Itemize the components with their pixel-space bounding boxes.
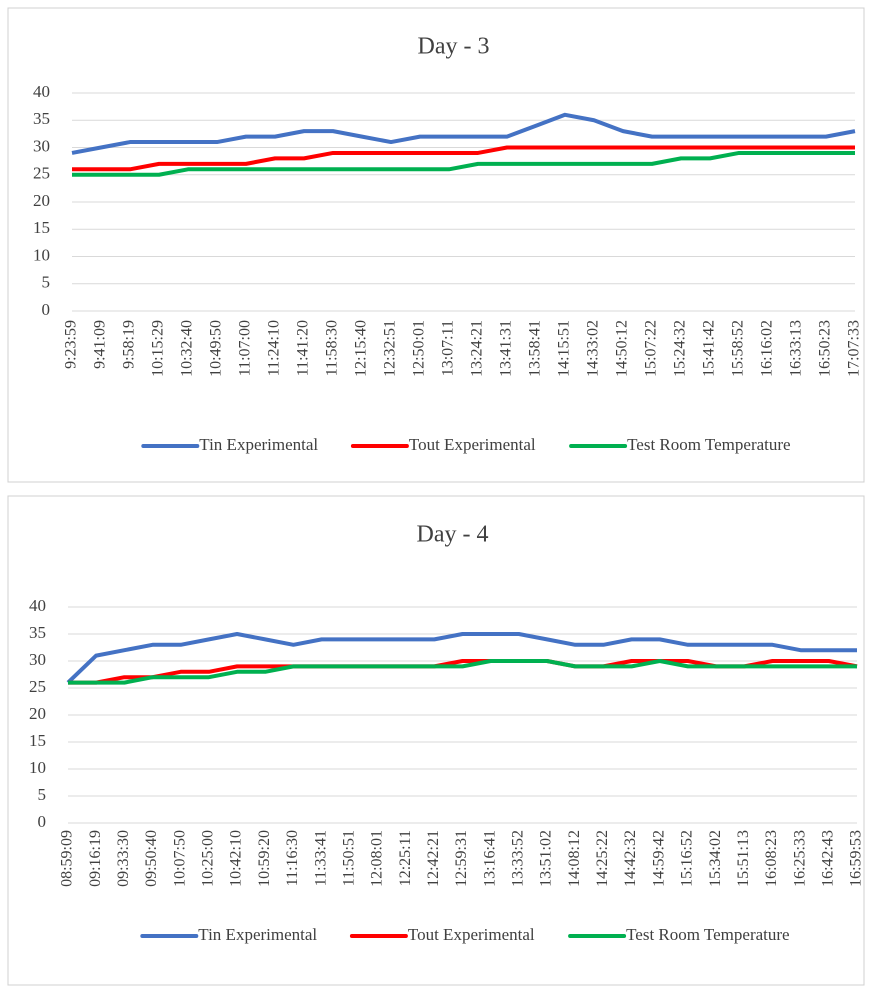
x-tick-label: 13:51:02	[538, 830, 555, 887]
x-tick-label: 11:50:51	[340, 830, 357, 886]
x-tick-label: 10:42:10	[228, 830, 245, 887]
x-tick-label: 14:15:51	[556, 320, 573, 377]
x-tick-label: 12:25:11	[397, 830, 414, 886]
series-line	[72, 150, 855, 177]
x-tick-label: 15:16:52	[679, 830, 696, 887]
x-tick-label: 12:42:21	[425, 830, 442, 887]
x-tick-label: 10:59:20	[256, 830, 273, 887]
x-tick-label: 10:32:40	[179, 320, 196, 377]
x-tick-label: 9:41:09	[92, 320, 109, 369]
chart: Day - 3 0 5 10 15 20 25 30 35 40 9:23:59 9:41:09 9:5…	[33, 34, 863, 454]
legend-label: Tout Experimental	[409, 435, 536, 454]
chart-title: Day - 3	[418, 34, 490, 60]
legend-label: Tin Experimental	[198, 925, 317, 944]
x-tick-label: 11:41:20	[295, 320, 312, 376]
x-tick-label: 15:41:42	[701, 320, 718, 377]
x-tick-label: 14:25:22	[594, 830, 611, 887]
x-tick-label: 12:15:40	[353, 320, 370, 377]
y-tick-label: 20	[29, 704, 46, 723]
legend-label: Test Room Temperature	[626, 925, 789, 944]
x-tick-label: 16:25:33	[791, 830, 808, 887]
series-line	[71, 112, 856, 155]
x-tick-label: 16:59:53	[848, 830, 865, 887]
y-tick-label: 35	[33, 109, 50, 128]
x-tick-label: 15:51:13	[735, 830, 752, 887]
x-tick-label: 14:59:42	[650, 830, 667, 887]
legend-label: Test Room Temperature	[627, 435, 790, 454]
x-tick-label: 13:33:52	[510, 830, 527, 887]
y-tick-label: 5	[42, 273, 51, 292]
x-tick-label: 11:33:41	[312, 830, 329, 886]
x-tick-label: 14:42:32	[622, 830, 639, 887]
x-tick-label: 13:16:41	[481, 830, 498, 887]
x-tick-label: 15:07:22	[643, 320, 660, 377]
x-tick-label: 11:58:30	[324, 320, 341, 376]
y-tick-label: 15	[29, 731, 46, 750]
x-tick-label: 12:50:01	[411, 320, 428, 377]
y-tick-label: 10	[29, 758, 46, 777]
series-line	[68, 659, 857, 685]
x-tick-label: 12:08:01	[369, 830, 386, 887]
x-tick-label: 14:50:12	[614, 320, 631, 377]
chart: Day - 4 0 5 10 15 20 25 30 35 40 08:59:09 09:16:19 0…	[29, 522, 865, 944]
y-tick-label: 35	[29, 623, 46, 642]
x-tick-label: 10:07:50	[171, 830, 188, 887]
x-tick-label: 09:33:30	[115, 830, 132, 887]
x-tick-label: 13:58:41	[527, 320, 544, 377]
y-tick-label: 10	[33, 245, 50, 264]
x-tick-label: 08:59:09	[59, 830, 76, 887]
y-tick-label: 5	[38, 785, 47, 804]
x-tick-label: 15:24:32	[672, 320, 689, 377]
x-tick-label: 16:42:43	[819, 830, 836, 887]
x-tick-label: 16:50:23	[817, 320, 834, 377]
chart-frame	[7, 7, 865, 483]
chart-title: Day - 4	[417, 522, 489, 548]
y-tick-label: 25	[33, 164, 50, 183]
x-tick-label: 12:32:51	[382, 320, 399, 377]
x-tick-label: 17:07:33	[846, 320, 863, 377]
y-tick-label: 0	[42, 300, 51, 319]
x-tick-label: 16:33:13	[788, 320, 805, 377]
x-tick-label: 15:34:02	[707, 830, 724, 887]
series-line	[66, 632, 857, 685]
x-tick-label: 13:07:11	[440, 320, 457, 376]
y-tick-label: 20	[33, 191, 50, 210]
x-tick-label: 12:59:31	[453, 830, 470, 887]
y-tick-label: 40	[29, 596, 46, 615]
x-tick-label: 11:07:00	[237, 320, 254, 376]
x-tick-label: 15:58:52	[730, 320, 747, 377]
x-tick-label: 09:50:40	[143, 830, 160, 887]
x-tick-label: 10:25:00	[200, 830, 217, 887]
x-tick-label: 14:08:12	[566, 830, 583, 887]
x-tick-label: 11:24:10	[266, 320, 283, 376]
y-tick-label: 40	[33, 82, 50, 101]
legend-label: Tout Experimental	[408, 925, 535, 944]
x-tick-label: 13:41:31	[498, 320, 515, 377]
y-tick-label: 25	[29, 677, 46, 696]
x-tick-label: 10:49:50	[208, 320, 225, 377]
y-tick-label: 30	[29, 650, 46, 669]
x-tick-label: 10:15:29	[150, 320, 167, 377]
chart-frame	[7, 495, 865, 986]
y-tick-label: 15	[33, 218, 50, 237]
x-tick-label: 16:08:23	[763, 830, 780, 887]
x-tick-label: 9:58:19	[121, 320, 138, 369]
legend-label: Tin Experimental	[199, 435, 318, 454]
x-tick-label: 13:24:21	[469, 320, 486, 377]
x-tick-label: 09:16:19	[87, 830, 104, 887]
x-tick-label: 11:16:30	[284, 830, 301, 886]
x-tick-label: 14:33:02	[585, 320, 602, 377]
x-tick-label: 9:23:59	[63, 320, 80, 369]
series-line	[72, 145, 855, 172]
y-tick-label: 0	[38, 812, 47, 831]
y-tick-label: 30	[33, 136, 50, 155]
x-tick-label: 16:16:02	[759, 320, 776, 377]
